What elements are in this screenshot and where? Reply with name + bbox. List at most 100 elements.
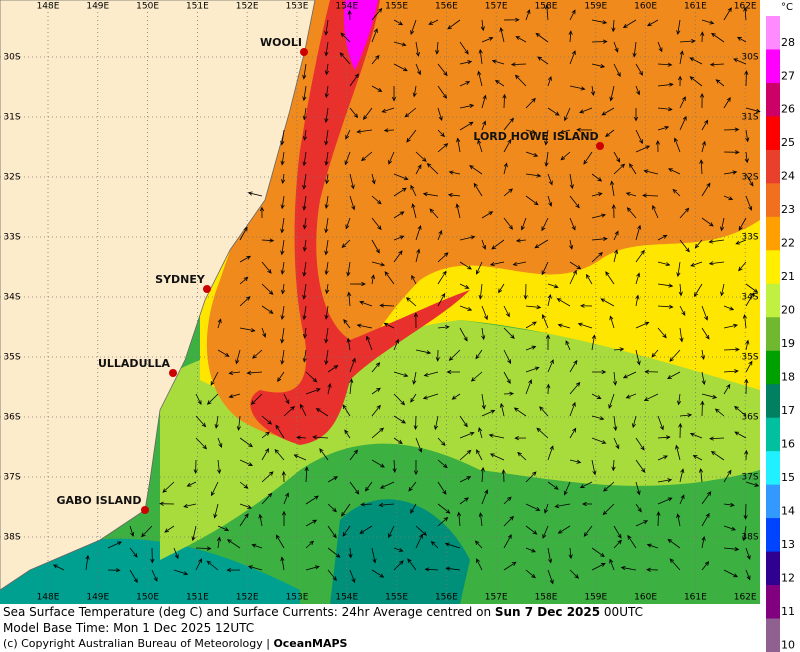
current-arrow xyxy=(424,567,439,572)
current-arrow xyxy=(226,567,241,573)
current-arrow xyxy=(371,7,383,21)
current-arrow xyxy=(694,239,703,249)
current-arrow xyxy=(534,239,549,249)
current-arrow xyxy=(489,453,505,461)
current-arrow xyxy=(412,85,417,98)
lon-label: 160E xyxy=(634,593,657,603)
current-arrow xyxy=(239,255,252,263)
current-arrow xyxy=(635,145,651,153)
current-arrow xyxy=(503,349,511,365)
current-arrow xyxy=(315,408,329,417)
current-arrow xyxy=(349,481,360,495)
current-arrow xyxy=(547,569,554,585)
current-arrow xyxy=(564,107,571,122)
current-arrow xyxy=(481,305,488,321)
current-arrow xyxy=(388,151,395,165)
current-arrow xyxy=(481,393,486,410)
current-arrow xyxy=(569,427,577,439)
current-arrow xyxy=(371,239,380,254)
current-arrow xyxy=(459,261,472,270)
current-arrow xyxy=(544,503,549,514)
current-arrow xyxy=(547,359,554,373)
current-arrow xyxy=(349,378,354,395)
current-arrow xyxy=(657,41,663,53)
current-arrow xyxy=(672,188,681,197)
colorbar-swatch xyxy=(766,49,780,84)
current-arrow xyxy=(345,129,351,140)
current-arrow xyxy=(560,151,571,161)
colorbar-label: 28 xyxy=(781,36,795,49)
current-arrow xyxy=(216,536,222,549)
current-arrow xyxy=(371,173,376,185)
current-arrow xyxy=(195,415,207,428)
current-arrow xyxy=(371,547,377,564)
current-arrow xyxy=(447,192,461,198)
current-arrow xyxy=(679,494,685,505)
current-arrow xyxy=(451,393,461,400)
current-arrow xyxy=(591,563,606,571)
colorbar-swatch xyxy=(766,317,780,352)
current-arrow xyxy=(324,63,330,76)
current-arrow xyxy=(275,424,285,439)
current-arrow xyxy=(408,481,417,492)
current-arrow xyxy=(723,170,738,175)
current-arrow xyxy=(261,447,269,461)
current-arrow xyxy=(251,543,263,549)
current-arrow xyxy=(503,534,512,549)
current-arrow xyxy=(261,238,275,243)
current-arrow xyxy=(296,435,307,440)
graticule xyxy=(0,0,760,604)
current-arrow xyxy=(349,107,359,119)
current-arrow xyxy=(129,569,138,584)
current-arrow xyxy=(635,85,641,96)
current-arrow xyxy=(613,249,619,263)
current-arrow xyxy=(582,501,593,507)
current-arrow xyxy=(151,569,158,582)
current-arrow xyxy=(738,217,747,231)
current-arrow xyxy=(239,437,253,448)
current-arrow xyxy=(107,568,121,573)
current-arrow xyxy=(410,184,417,197)
current-arrow xyxy=(349,357,356,373)
current-arrow xyxy=(591,459,597,476)
current-arrow xyxy=(302,349,307,363)
current-arrow xyxy=(613,525,622,539)
current-arrow xyxy=(723,127,740,132)
current-arrow xyxy=(745,569,751,581)
current-arrow xyxy=(631,415,637,429)
current-arrow xyxy=(325,173,330,185)
current-arrow xyxy=(437,85,447,99)
current-arrow xyxy=(477,70,483,87)
current-arrow xyxy=(283,406,295,417)
current-arrow xyxy=(476,261,483,275)
current-arrow xyxy=(675,444,681,461)
current-arrow xyxy=(191,525,197,542)
current-arrow xyxy=(635,520,649,527)
current-arrow xyxy=(302,239,307,252)
current-arrow xyxy=(371,195,382,205)
current-arrow xyxy=(591,192,603,197)
current-arrow xyxy=(277,371,285,382)
current-arrow xyxy=(569,217,576,231)
current-arrow xyxy=(423,371,439,377)
current-arrow xyxy=(393,41,407,47)
current-arrow xyxy=(678,75,683,87)
current-arrow xyxy=(305,495,319,505)
lon-label: 159E xyxy=(584,593,607,603)
current-arrow xyxy=(478,427,483,439)
current-arrow xyxy=(435,41,440,55)
current-arrow xyxy=(723,347,740,352)
current-arrow xyxy=(563,481,571,496)
current-arrow xyxy=(359,300,373,307)
current-arrow xyxy=(217,525,230,532)
current-arrow xyxy=(305,519,318,527)
current-arrow xyxy=(568,547,573,560)
current-arrow xyxy=(503,496,512,505)
current-arrow xyxy=(503,117,514,131)
current-arrow xyxy=(393,211,405,219)
current-arrow xyxy=(470,371,483,382)
current-arrow xyxy=(605,129,615,138)
current-arrow xyxy=(612,371,618,386)
current-arrow xyxy=(459,235,476,241)
current-arrow xyxy=(608,393,615,409)
